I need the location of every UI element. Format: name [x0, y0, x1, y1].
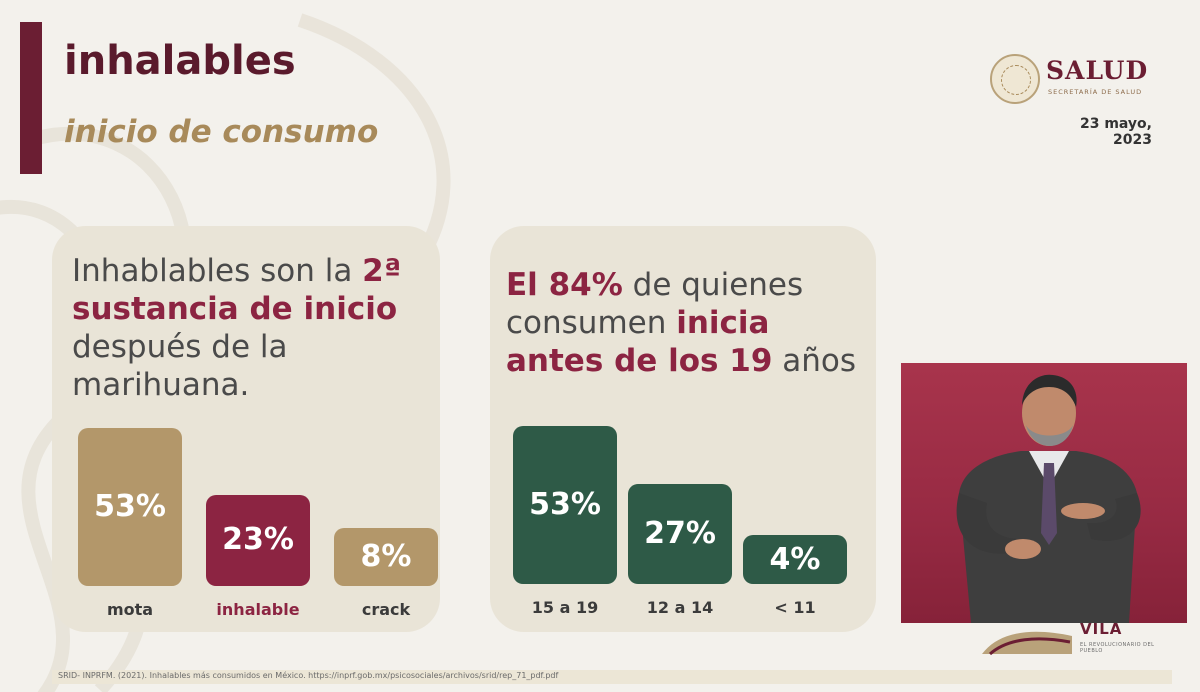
- statement-part: Inhablables son la: [72, 253, 363, 289]
- category-label: crack: [361, 600, 411, 619]
- salud-logo: SALUD SECRETARÍA DE SALUD: [990, 52, 1160, 112]
- category-label: mota: [106, 600, 154, 619]
- national-seal-icon: [990, 54, 1040, 104]
- bar-12-a-14: 27%: [628, 483, 732, 584]
- footer-band: [52, 670, 1172, 684]
- bar-value-label: 23%: [222, 522, 294, 558]
- vila-subtext: EL REVOLUCIONARIO DEL PUEBLO: [1080, 642, 1155, 654]
- logo-text: SALUD: [1046, 56, 1149, 85]
- vila-text: VILA: [1080, 620, 1123, 638]
- card-statement: El 84% de quienes consumen inicia antes …: [506, 266, 872, 380]
- category-label: inhalable: [216, 600, 300, 619]
- card-age-of-onset: El 84% de quienes consumen inicia antes …: [490, 226, 876, 632]
- bar-15-a-19: 53%: [513, 426, 617, 584]
- statement-part: de quienes consumen: [506, 267, 804, 341]
- statement-highlight: inicia antes de los 19: [506, 305, 773, 379]
- source-citation: SRID- INPRFM. (2021). Inhalables más con…: [58, 671, 559, 680]
- date-label: 23 mayo, 2023: [1079, 116, 1152, 148]
- bar-value-label: 53%: [529, 487, 601, 522]
- page-subtitle: inicio de consumo: [64, 114, 379, 150]
- statement-part: después de la marihuana.: [72, 329, 288, 403]
- bar-value-label: 4%: [769, 541, 821, 577]
- bar-inhalable: 23%: [206, 494, 310, 586]
- statement-highlight: El 84%: [506, 267, 623, 303]
- statement-highlight: sustancia de inicio: [72, 291, 398, 327]
- bar-crack: 8%: [334, 528, 438, 586]
- statement-highlight: 2ª: [362, 253, 402, 289]
- category-label: < 11: [774, 598, 816, 617]
- statement-part: años: [772, 343, 857, 379]
- bar-value-label: 27%: [644, 515, 716, 551]
- bar-mota: 53%: [78, 428, 182, 586]
- sign-language-interpreter-video: [901, 363, 1187, 623]
- bar--11: 4%: [743, 535, 847, 584]
- page-title: inhalables: [64, 38, 296, 84]
- vila-emblem-icon: [982, 631, 1072, 656]
- title-accent-bar: [20, 22, 42, 174]
- bar-value-label: 8%: [360, 539, 412, 575]
- card-substance-ranking: Inhablables son la 2ª sustancia de inici…: [52, 226, 440, 632]
- logo-subtext: SECRETARÍA DE SALUD: [1048, 88, 1143, 96]
- category-label: 12 a 14: [646, 598, 714, 617]
- card-statement: Inhablables son la 2ª sustancia de inici…: [72, 252, 432, 404]
- category-label: 15 a 19: [531, 598, 599, 617]
- bar-value-label: 53%: [94, 489, 166, 524]
- vila-logo: VILA EL REVOLUCIONARIO DEL PUEBLO: [980, 620, 1160, 666]
- interpreter-figure: [956, 374, 1141, 623]
